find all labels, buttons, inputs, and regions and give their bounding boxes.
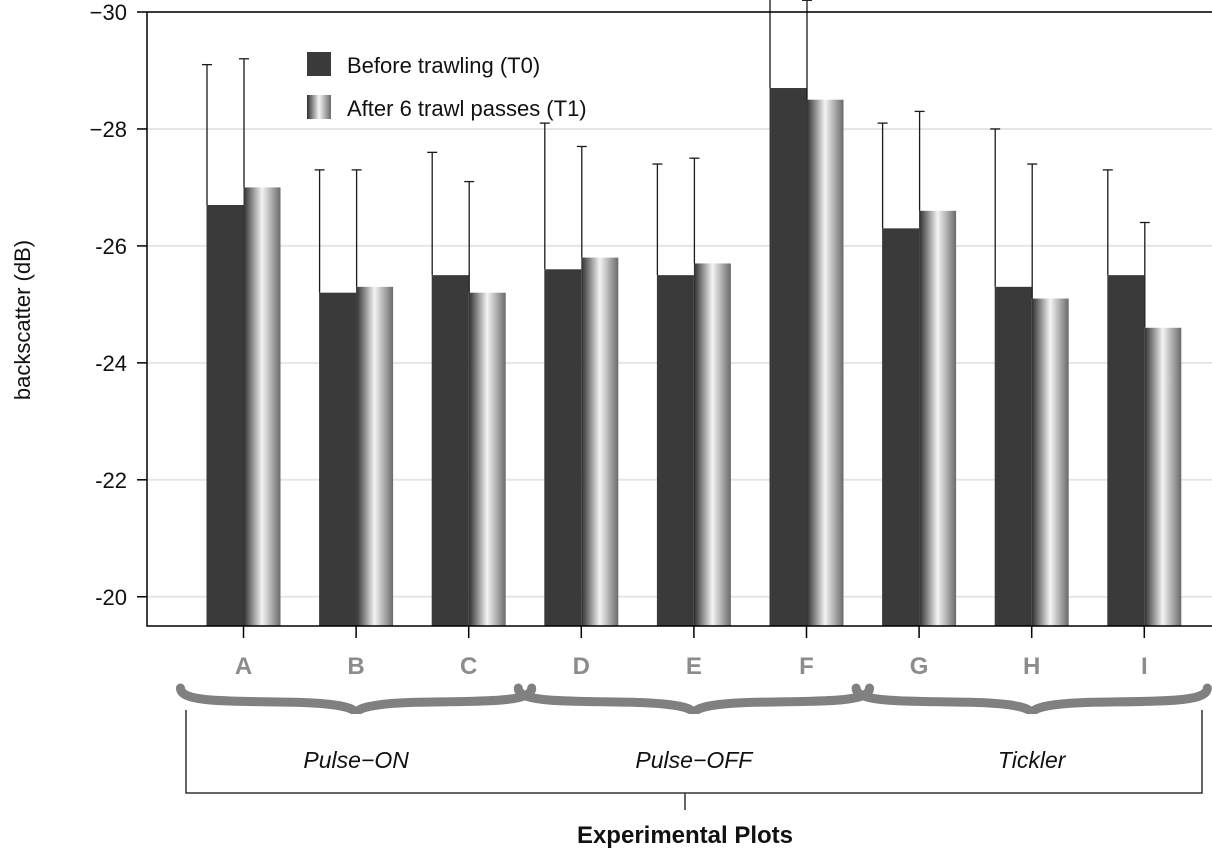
legend-swatch-after <box>307 95 331 119</box>
axes <box>146 11 1212 627</box>
legend-label-before: Before trawling (T0) <box>347 53 540 78</box>
y-axis-ticks: −30 −28 -26 -24 -22 -20 <box>90 0 147 610</box>
error-bars <box>202 0 1150 328</box>
bar-before <box>544 269 582 626</box>
legend-label-after: After 6 trawl passes (T1) <box>347 96 587 121</box>
group-brace <box>513 683 874 716</box>
bar-after <box>806 99 844 626</box>
plot-frame <box>146 11 1212 627</box>
bar-after <box>693 263 731 626</box>
y-tick-label: −28 <box>90 117 127 142</box>
x-tick-label: B <box>347 653 364 680</box>
y-tick-label: -20 <box>95 585 127 610</box>
x-tick-label: I <box>1141 653 1148 680</box>
x-axis-categories: A B C D E F G H I <box>235 626 1148 680</box>
bar-after <box>468 292 506 626</box>
bar-after <box>243 187 281 626</box>
group-brace <box>851 683 1212 716</box>
y-tick-label: -26 <box>95 234 127 259</box>
y-tick-label: -24 <box>95 351 127 376</box>
x-tick-label: E <box>686 653 702 680</box>
x-tick-label: C <box>460 653 477 680</box>
group-label: Tickler <box>998 747 1067 773</box>
bar-before <box>431 275 469 626</box>
y-tick-label: −30 <box>90 0 127 25</box>
bar-before <box>882 228 920 626</box>
bar-after <box>581 257 619 626</box>
bar-before <box>769 88 807 627</box>
group-label: Pulse−OFF <box>635 747 754 773</box>
bar-before <box>656 275 694 626</box>
bar-after <box>356 286 394 626</box>
bars <box>206 88 1182 627</box>
group-label: Pulse−ON <box>303 747 409 773</box>
bar-before <box>994 286 1032 626</box>
bar-before <box>1107 275 1145 626</box>
x-tick-label: F <box>799 653 814 680</box>
group-brace <box>176 683 537 716</box>
y-tick-label: -22 <box>95 468 127 493</box>
x-tick-label: G <box>910 653 929 680</box>
bar-before <box>206 204 244 626</box>
group-bracket <box>185 710 1203 794</box>
x-tick-label: H <box>1023 653 1040 680</box>
legend: Before trawling (T0) After 6 trawl passe… <box>307 52 587 121</box>
bar-after <box>919 210 957 627</box>
legend-swatch-before <box>307 52 331 76</box>
x-axis-label: Experimental Plots <box>577 822 793 849</box>
y-axis-label: backscatter (dB) <box>10 240 35 400</box>
category-groups: Pulse−ON Pulse−OFF Tickler <box>176 683 1212 810</box>
bar-before <box>319 292 357 626</box>
bar-after <box>1031 298 1069 626</box>
x-tick-label: D <box>573 653 590 680</box>
x-tick-label: A <box>235 653 252 680</box>
bar-after <box>1144 327 1182 626</box>
